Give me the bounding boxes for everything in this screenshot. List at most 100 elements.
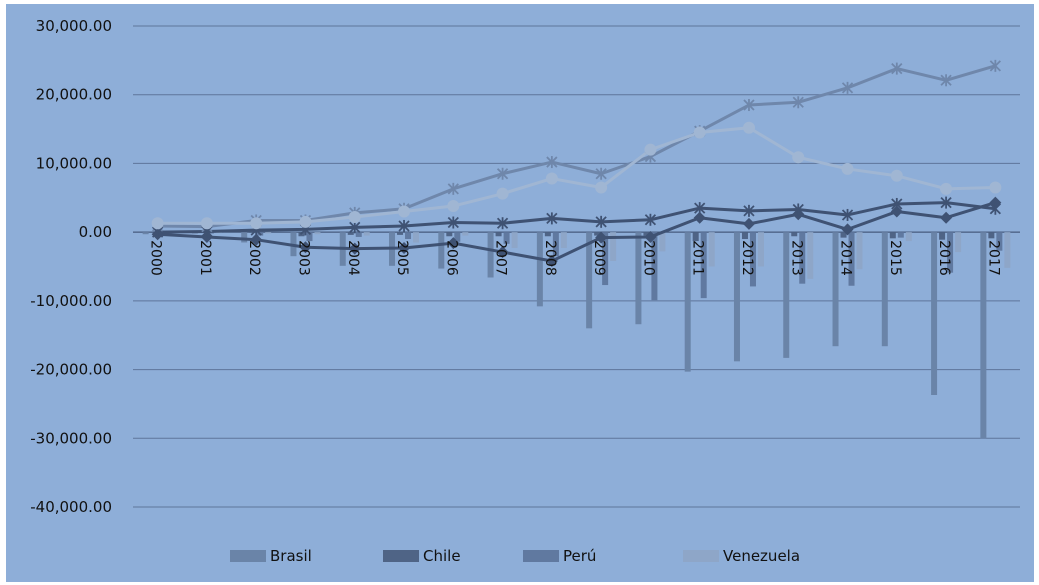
x-tick-label: 2005 bbox=[394, 240, 410, 276]
bar-per bbox=[897, 232, 904, 238]
line-point bbox=[595, 231, 608, 244]
line-point bbox=[940, 182, 953, 195]
y-tick-label: 20,000.00 bbox=[36, 86, 112, 104]
line-point bbox=[595, 167, 607, 180]
bar-per bbox=[306, 232, 313, 242]
line-point bbox=[447, 237, 460, 250]
line-point bbox=[792, 151, 805, 164]
bar-per bbox=[651, 232, 658, 301]
bar-venezuela bbox=[1004, 232, 1011, 268]
bar-chile bbox=[249, 232, 256, 233]
bar-venezuela bbox=[413, 232, 420, 243]
bar-chile bbox=[791, 232, 798, 237]
legend-swatch bbox=[683, 550, 719, 562]
bar-brasil bbox=[536, 232, 543, 307]
bar-venezuela bbox=[659, 232, 666, 252]
line-point bbox=[989, 181, 1002, 194]
bar-per bbox=[947, 232, 954, 273]
line-point bbox=[250, 217, 263, 230]
legend-swatch bbox=[383, 550, 419, 562]
x-axis-ticks: 2000 2001 2002 2003 2004 2005 2006 2007 2008 2009… bbox=[148, 240, 1002, 276]
line-point bbox=[940, 211, 953, 224]
line-point bbox=[742, 121, 755, 134]
bar-per bbox=[405, 232, 412, 240]
bar-brasil bbox=[733, 232, 740, 362]
line-point bbox=[841, 162, 854, 175]
line-point bbox=[644, 230, 657, 243]
markers bbox=[151, 59, 1002, 268]
bar-brasil bbox=[487, 232, 494, 278]
line-point bbox=[989, 59, 1001, 72]
x-tick-label: 2004 bbox=[345, 240, 361, 276]
grid bbox=[133, 25, 1020, 508]
line-series-2 bbox=[157, 201, 996, 263]
bar-chile bbox=[840, 232, 847, 238]
bar-venezuela bbox=[708, 232, 715, 267]
line-point bbox=[792, 203, 804, 216]
x-tick-label: 2008 bbox=[542, 240, 558, 276]
x-tick-label: 2009 bbox=[591, 240, 607, 276]
bar-chile bbox=[643, 232, 650, 236]
bar-chile bbox=[594, 232, 601, 236]
bar-chile bbox=[889, 232, 896, 239]
bar-chile bbox=[446, 232, 453, 237]
y-tick-label: 10,000.00 bbox=[36, 154, 112, 172]
line-point bbox=[545, 172, 558, 185]
x-tick-label: 2002 bbox=[246, 240, 262, 276]
line-point bbox=[841, 223, 854, 236]
bar-venezuela bbox=[511, 232, 518, 248]
line-point bbox=[496, 217, 509, 230]
legend-label: Venezuela bbox=[723, 547, 800, 565]
line-point bbox=[496, 167, 509, 180]
line-series-4 bbox=[157, 126, 996, 225]
bar-chile bbox=[741, 232, 748, 240]
x-tick-label: 2001 bbox=[197, 240, 213, 276]
line-point bbox=[694, 202, 706, 215]
bar-per bbox=[749, 232, 756, 287]
bar-per bbox=[700, 232, 707, 299]
x-tick-label: 2006 bbox=[443, 240, 459, 276]
line-series-3 bbox=[157, 201, 996, 234]
line-point bbox=[496, 187, 509, 200]
y-axis-ticks: 30,000.00 20,000.00 10,000.00 0.00 -10,000.0… bbox=[30, 17, 112, 516]
x-tick-label: 2003 bbox=[295, 240, 311, 276]
bar-venezuela bbox=[856, 232, 863, 270]
legend-label: Brasil bbox=[270, 547, 312, 565]
line-point bbox=[742, 217, 755, 230]
bar-per bbox=[848, 232, 855, 286]
line-point bbox=[693, 126, 706, 139]
bar-venezuela bbox=[955, 232, 962, 253]
legend-label: Perú bbox=[563, 547, 596, 565]
line-point bbox=[743, 204, 755, 217]
line-point bbox=[545, 255, 558, 268]
bar-venezuela bbox=[560, 232, 567, 248]
line-point bbox=[644, 213, 657, 226]
bar-per bbox=[355, 232, 362, 237]
bar-brasil bbox=[832, 232, 839, 347]
x-tick-label: 2012 bbox=[739, 240, 755, 276]
line-point bbox=[792, 96, 804, 109]
y-tick-label: -40,000.00 bbox=[30, 498, 112, 516]
bar-per bbox=[552, 232, 559, 257]
line-point bbox=[398, 205, 411, 218]
bar-brasil bbox=[931, 232, 938, 395]
bar-venezuela bbox=[265, 232, 272, 234]
legend-label: Chile bbox=[423, 547, 461, 565]
bar-venezuela bbox=[363, 232, 370, 236]
x-tick-label: 2011 bbox=[690, 240, 706, 276]
y-tick-label: -20,000.00 bbox=[30, 361, 112, 379]
bar-venezuela bbox=[610, 232, 617, 262]
bar-brasil bbox=[142, 232, 149, 235]
bar-venezuela bbox=[807, 232, 814, 279]
line-point bbox=[940, 196, 952, 209]
bar-per bbox=[454, 232, 461, 242]
line-point bbox=[299, 215, 312, 228]
x-tick-label: 2013 bbox=[788, 240, 804, 276]
y-tick-label: 0.00 bbox=[79, 223, 112, 241]
x-tick-label: 2015 bbox=[887, 240, 903, 276]
line-point bbox=[989, 202, 1001, 215]
bar-brasil bbox=[783, 232, 790, 358]
line-point bbox=[891, 62, 903, 75]
lines bbox=[157, 64, 996, 263]
